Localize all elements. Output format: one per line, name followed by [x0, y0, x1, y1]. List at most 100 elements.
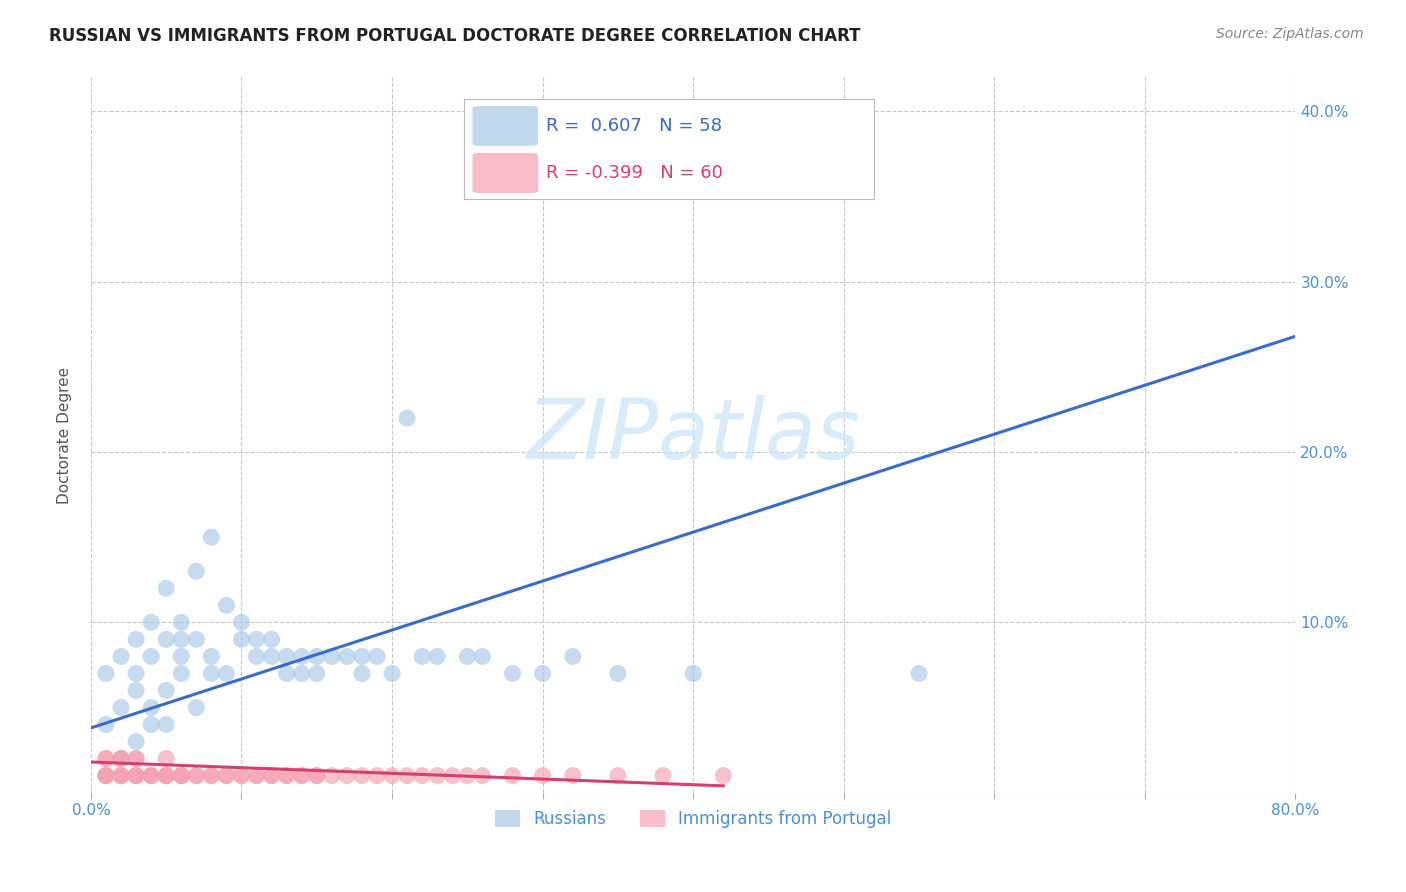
Point	[291, 769, 314, 783]
Point	[110, 769, 132, 783]
Point	[155, 717, 177, 731]
Point	[141, 769, 163, 783]
Point	[336, 769, 359, 783]
Text: RUSSIAN VS IMMIGRANTS FROM PORTUGAL DOCTORATE DEGREE CORRELATION CHART: RUSSIAN VS IMMIGRANTS FROM PORTUGAL DOCT…	[49, 27, 860, 45]
Point	[94, 769, 117, 783]
Point	[170, 649, 193, 664]
Text: ZIPatlas: ZIPatlas	[526, 394, 860, 475]
Point	[125, 769, 148, 783]
Point	[141, 769, 163, 783]
Point	[200, 666, 222, 681]
Point	[94, 769, 117, 783]
Point	[426, 649, 449, 664]
Point	[531, 769, 554, 783]
Point	[456, 649, 478, 664]
Point	[245, 649, 267, 664]
Point	[260, 632, 283, 647]
Point	[141, 769, 163, 783]
Point	[141, 649, 163, 664]
Point	[110, 751, 132, 765]
Point	[200, 769, 222, 783]
Point	[276, 769, 298, 783]
Point	[155, 769, 177, 783]
Point	[186, 632, 208, 647]
Point	[366, 649, 388, 664]
Point	[908, 666, 931, 681]
Point	[561, 649, 583, 664]
Point	[170, 769, 193, 783]
Point	[305, 769, 328, 783]
Point	[502, 769, 524, 783]
Point	[711, 769, 734, 783]
Point	[94, 717, 117, 731]
Point	[231, 769, 253, 783]
Point	[305, 769, 328, 783]
Point	[186, 564, 208, 578]
Point	[110, 751, 132, 765]
Point	[155, 582, 177, 596]
Point	[170, 769, 193, 783]
Point	[170, 666, 193, 681]
Text: Source: ZipAtlas.com: Source: ZipAtlas.com	[1216, 27, 1364, 41]
Point	[245, 769, 267, 783]
Point	[291, 769, 314, 783]
Point	[141, 700, 163, 714]
Point	[336, 649, 359, 664]
Point	[396, 411, 419, 425]
Point	[215, 769, 238, 783]
Point	[200, 769, 222, 783]
Point	[125, 666, 148, 681]
Point	[125, 751, 148, 765]
Point	[321, 769, 343, 783]
Point	[200, 649, 222, 664]
Point	[125, 769, 148, 783]
Y-axis label: Doctorate Degree: Doctorate Degree	[58, 367, 72, 504]
Point	[110, 769, 132, 783]
Point	[125, 632, 148, 647]
Point	[125, 751, 148, 765]
Point	[291, 666, 314, 681]
Point	[94, 769, 117, 783]
Point	[305, 649, 328, 664]
Point	[321, 649, 343, 664]
Point	[441, 769, 464, 783]
Point	[170, 615, 193, 630]
Point	[231, 615, 253, 630]
Point	[155, 751, 177, 765]
Point	[110, 769, 132, 783]
Point	[471, 649, 494, 664]
Point	[125, 683, 148, 698]
Point	[125, 769, 148, 783]
Point	[606, 666, 628, 681]
Point	[170, 632, 193, 647]
Point	[531, 666, 554, 681]
Point	[155, 769, 177, 783]
Point	[502, 666, 524, 681]
Point	[155, 769, 177, 783]
Point	[350, 649, 373, 664]
Point	[110, 700, 132, 714]
Point	[155, 632, 177, 647]
Point	[245, 769, 267, 783]
Point	[411, 769, 433, 783]
Point	[305, 666, 328, 681]
Point	[141, 615, 163, 630]
Point	[456, 769, 478, 783]
Point	[215, 666, 238, 681]
Point	[652, 769, 675, 783]
Point	[155, 683, 177, 698]
Point	[94, 751, 117, 765]
Point	[245, 632, 267, 647]
Point	[366, 769, 388, 783]
Point	[186, 769, 208, 783]
Point	[350, 666, 373, 681]
Point	[170, 769, 193, 783]
Point	[606, 769, 628, 783]
Point	[125, 734, 148, 748]
Point	[110, 649, 132, 664]
Point	[276, 769, 298, 783]
Point	[561, 769, 583, 783]
Point	[94, 666, 117, 681]
Point	[231, 769, 253, 783]
Point	[186, 700, 208, 714]
